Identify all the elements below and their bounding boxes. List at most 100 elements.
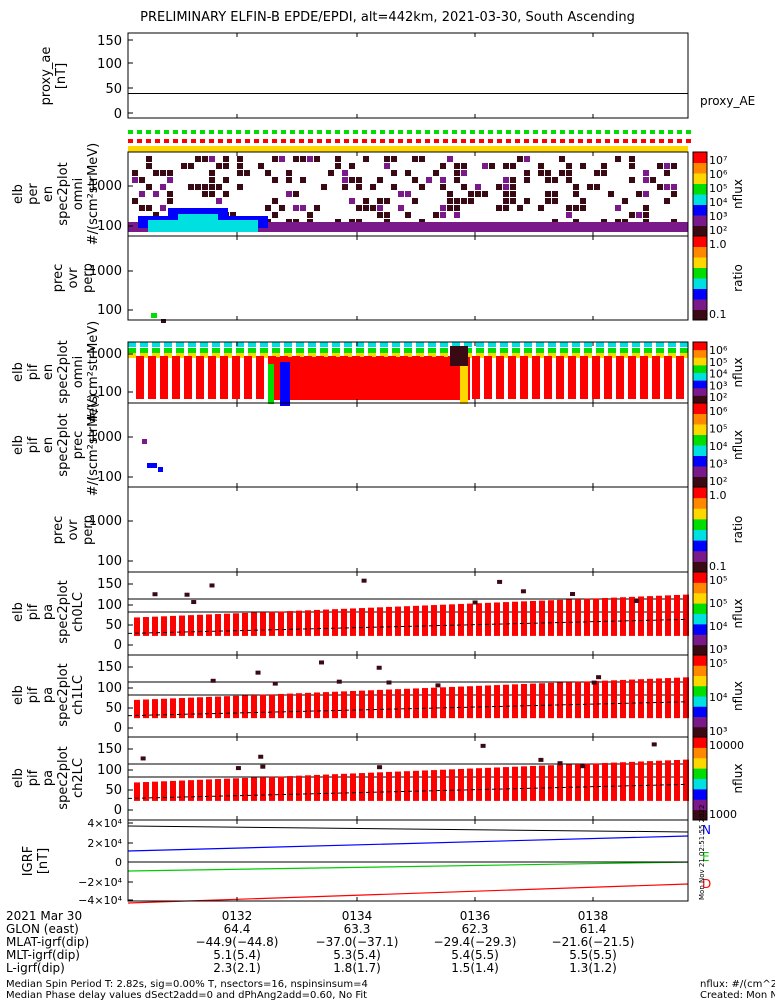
- heatmap-cell: [596, 348, 604, 353]
- pa-cell: [520, 589, 526, 594]
- y-tick-label: 0: [114, 803, 122, 818]
- heatmap-cell: [552, 177, 558, 183]
- pa-bar: [584, 681, 590, 719]
- heatmap-cell: [629, 156, 635, 162]
- quality-flag: [542, 130, 547, 134]
- pa-bar: [593, 681, 599, 719]
- colorbar-label: nflux: [731, 430, 745, 460]
- pa-bar: [539, 683, 545, 719]
- pa-bar: [413, 688, 419, 719]
- colorbar-tick-label: 0.1: [709, 560, 727, 573]
- y-tick-label: 100: [97, 554, 122, 569]
- heatmap-cell: [195, 156, 201, 162]
- pa-bar: [188, 615, 194, 636]
- colorbar-segment: [693, 434, 707, 446]
- quality-flag: [227, 139, 232, 143]
- y-axis-label: elb: [11, 184, 26, 204]
- heatmap-cell: [146, 163, 152, 169]
- heatmap-cell: [320, 342, 328, 347]
- footer-right-1: nflux: #/(cm^2 s sr MeV): [700, 979, 775, 990]
- pa-bar: [548, 682, 554, 719]
- colorbar-frame: [692, 736, 708, 821]
- y-axis-label: #/(scm²strMeV): [86, 321, 101, 424]
- heatmap-cell: [392, 353, 400, 358]
- colorbar-segment: [693, 267, 707, 279]
- heatmap-cell: [370, 184, 376, 190]
- pa-bar: [593, 763, 599, 801]
- pa-cell: [596, 675, 602, 680]
- quality-flag: [659, 139, 664, 143]
- heatmap-cell: [160, 205, 166, 211]
- heatmap-cell: [268, 364, 274, 404]
- y-tick-label: 100: [97, 598, 122, 613]
- quality-flag: [569, 139, 574, 143]
- quality-flag: [623, 139, 628, 143]
- pa-bar: [143, 617, 149, 636]
- orbit-row-value: 0134: [342, 909, 373, 923]
- quality-flag: [326, 139, 331, 143]
- orbit-row-value: 2.3(2.1): [213, 961, 261, 975]
- pa-bar: [458, 686, 464, 719]
- pa-bar: [251, 612, 257, 636]
- heatmap-cell: [510, 177, 516, 183]
- pa-bar: [143, 699, 149, 719]
- pa-bar: [413, 605, 419, 636]
- heatmap-cell: [164, 348, 172, 353]
- colorbar-segment: [693, 288, 707, 300]
- heatmap-cell: [454, 177, 460, 183]
- pa-bar: [323, 692, 329, 719]
- pa-bar: [611, 762, 617, 801]
- pa-bar: [638, 679, 644, 719]
- pa-cell: [376, 665, 382, 670]
- y-tick-label: −2×10⁴: [78, 876, 122, 889]
- heatmap-cell: [272, 342, 280, 347]
- heatmap-cell: [656, 348, 664, 353]
- colorbar-segment: [693, 540, 707, 552]
- figure-title: PRELIMINARY ELFIN-B EPDE/EPDI, alt=442km…: [140, 10, 635, 25]
- pa-cell: [377, 765, 383, 770]
- y-tick-label: 0: [114, 638, 122, 653]
- igrf-line-N: [127, 835, 689, 852]
- colorbar-segment: [693, 644, 707, 656]
- pa-cell: [140, 756, 146, 761]
- heatmap-cell: [236, 353, 244, 358]
- quality-flag: [317, 130, 322, 134]
- quality-flag: [560, 139, 565, 143]
- quality-flag: [353, 130, 358, 134]
- colorbar-tick-label: 1.0: [709, 238, 727, 251]
- heatmap-cell: [671, 184, 677, 190]
- heatmap-cell: [167, 170, 173, 176]
- heatmap-cell: [440, 177, 446, 183]
- heatmap-cell: [202, 184, 208, 190]
- quality-flag: [452, 130, 457, 134]
- heatmap-cell: [332, 342, 340, 347]
- colorbar-segment: [693, 342, 707, 351]
- heatmap-cell: [308, 348, 316, 353]
- quality-flag: [452, 139, 457, 143]
- heatmap-cell: [140, 342, 148, 347]
- y-axis-label: pa: [41, 687, 56, 703]
- pa-bar: [584, 598, 590, 636]
- heatmap-cell: [132, 198, 138, 204]
- y-axis-label: [nT]: [36, 848, 51, 874]
- colorbar-segment: [693, 183, 707, 195]
- heatmap-cell: [573, 191, 579, 197]
- quality-flag: [524, 139, 529, 143]
- y-axis-label: pif: [26, 363, 41, 380]
- pa-bar: [305, 692, 311, 719]
- pa-bar: [566, 764, 572, 801]
- heatmap-cell: [128, 342, 136, 347]
- pa-bar: [170, 780, 176, 801]
- heatmap-cell: [524, 156, 530, 162]
- y-tick-label: 150: [97, 660, 122, 675]
- quality-flag: [470, 139, 475, 143]
- y-axis-label: pif: [26, 769, 41, 786]
- heatmap-cell: [293, 205, 299, 211]
- heatmap-cell: [510, 163, 516, 169]
- heatmap-cell: [460, 366, 468, 404]
- quality-flag: [641, 139, 646, 143]
- quality-flag: [245, 139, 250, 143]
- quality-flag: [506, 130, 511, 134]
- pa-bar: [269, 611, 275, 636]
- heatmap-cell: [517, 205, 523, 211]
